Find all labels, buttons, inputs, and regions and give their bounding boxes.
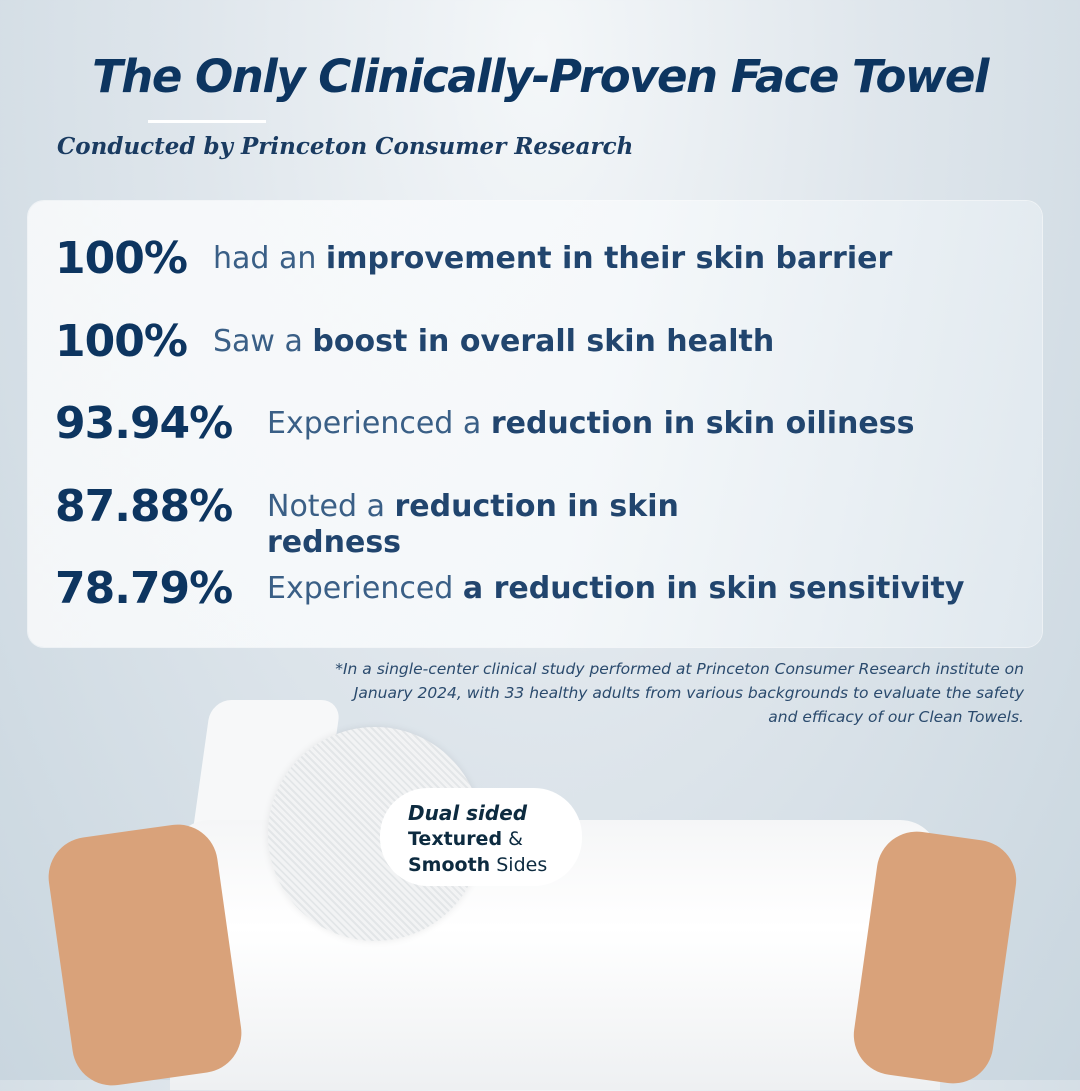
stat-row: 93.94% Experienced a reduction in skin o… — [55, 398, 914, 450]
stat-row: 87.88% Noted a reduction in skin redness — [55, 481, 707, 561]
left-hand-image — [43, 819, 247, 1091]
study-footnote: *In a single-center clinical study perfo… — [335, 660, 1024, 726]
callout-text: Dual sided Textured & Smooth Sides — [408, 801, 548, 876]
stat-percent: 78.79% — [55, 563, 233, 614]
title-underline-divider — [148, 120, 266, 123]
callout-bubble — [380, 788, 582, 886]
stat-description: Saw a boost in overall skin health — [213, 324, 775, 359]
stat-row: 100% Saw a boost in overall skin health — [55, 316, 774, 368]
callout-heading: Dual sided — [408, 801, 528, 825]
stat-row: 78.79% Experienced a reduction in skin s… — [55, 563, 964, 615]
stat-description: Experienced a reduction in skin sensitiv… — [267, 571, 965, 606]
stat-description: had an improvement in their skin barrier — [213, 241, 893, 276]
stat-percent: 93.94% — [55, 398, 233, 449]
stats-card — [28, 201, 1042, 647]
stat-description: Noted a reduction in skin redness — [267, 489, 679, 560]
stat-percent: 100% — [55, 316, 188, 367]
page-subtitle: Conducted by Princeton Consumer Research — [57, 133, 634, 160]
stat-row: 100% had an improvement in their skin ba… — [55, 233, 892, 285]
stat-percent: 87.88% — [55, 481, 233, 532]
page-title: The Only Clinically-Proven Face Towel — [92, 50, 989, 103]
stat-percent: 100% — [55, 233, 188, 284]
stat-description: Experienced a reduction in skin oiliness — [267, 406, 915, 441]
